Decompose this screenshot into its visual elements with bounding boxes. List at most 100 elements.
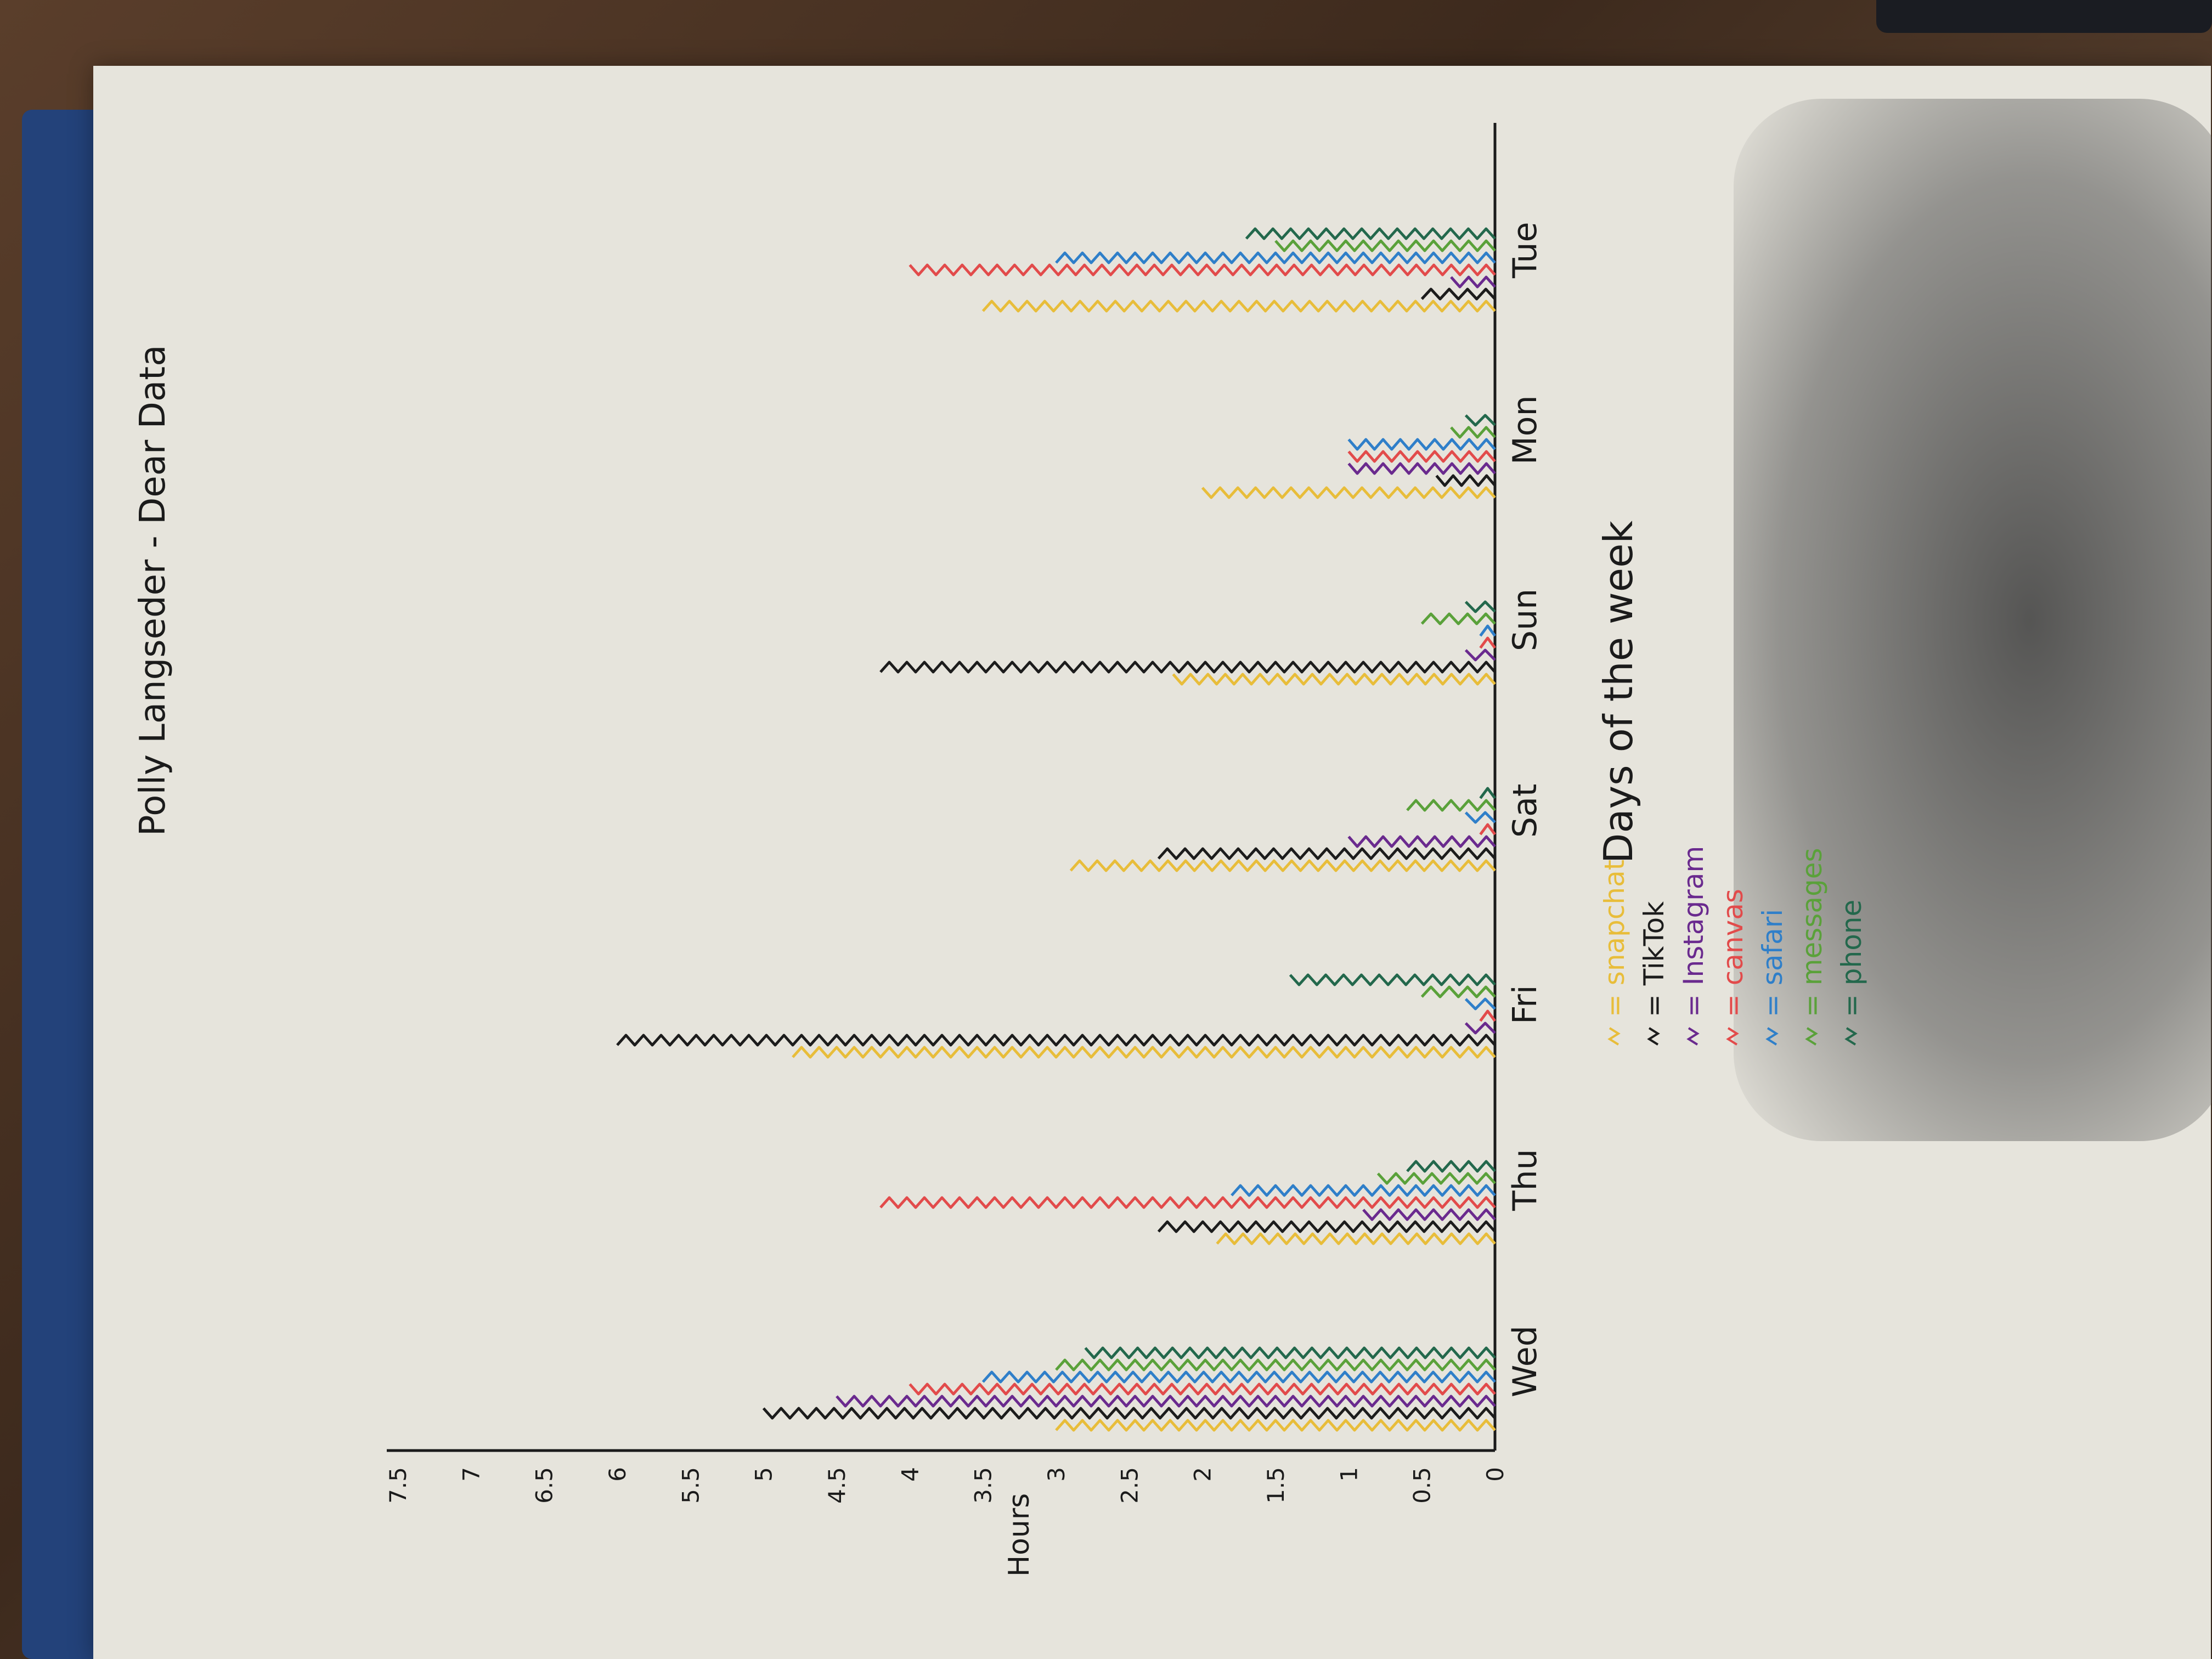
x-axis-label: Days of the week	[1595, 521, 1641, 864]
bar-instagram-sun	[1464, 648, 1496, 662]
bar-safari-sun	[1479, 624, 1497, 637]
bar-canvas-wed	[909, 1383, 1496, 1396]
y-tick-label: 7.5	[385, 1467, 411, 1504]
bar-snapchat-tue	[981, 300, 1496, 313]
y-tick-label: 0.5	[1409, 1467, 1436, 1504]
bar-phone-tue	[1245, 227, 1496, 240]
bar-tiktok-fri	[616, 1034, 1496, 1047]
legend: = snapchat = TikTok = Instagram = canvas = s…	[1599, 846, 1867, 1046]
legend-label: = canvas	[1717, 889, 1749, 1017]
bar-messages-sun	[1420, 612, 1496, 625]
legend-swatch	[1765, 1027, 1779, 1046]
bar-canvas-sat	[1479, 823, 1497, 836]
legend-item: = Instagram	[1678, 846, 1709, 1046]
bars	[616, 227, 1497, 1432]
bar-safari-wed	[981, 1370, 1496, 1384]
y-tick-label: 3.5	[970, 1467, 997, 1504]
legend-label: = phone	[1836, 900, 1867, 1017]
bar-instagram-tue	[1450, 275, 1496, 289]
bar-snapchat-sat	[1069, 859, 1496, 872]
x-tick-label: Sat	[1506, 784, 1544, 838]
x-ticks: Wed Thu Fri Sat Sun Mon Tue	[1506, 222, 1544, 1397]
y-tick-label: 1.5	[1262, 1467, 1289, 1504]
y-ticks: 0 0.5 1 1.5 2 2.5 3 3.5 4 4.5 5 5.5 6 6.5 7 7.5	[385, 1467, 1509, 1504]
legend-label: = safari	[1757, 909, 1788, 1017]
bar-phone-sat	[1479, 787, 1497, 799]
x-tick-label: Fri	[1506, 985, 1544, 1024]
bar-messages-thu	[1376, 1172, 1496, 1185]
bar-safari-mon	[1347, 438, 1496, 451]
y-tick-label: 5	[751, 1467, 777, 1482]
y-tick-label: 7	[458, 1467, 484, 1482]
x-tick-label: Tue	[1506, 222, 1544, 279]
bar-safari-sat	[1464, 811, 1496, 824]
bar-safari-fri	[1464, 997, 1496, 1011]
legend-swatch	[1844, 1027, 1858, 1046]
phone-shadow	[1734, 99, 2212, 1141]
bar-safari-thu	[1231, 1184, 1496, 1197]
bar-tiktok-sun	[879, 661, 1496, 674]
bar-instagram-fri	[1464, 1022, 1496, 1035]
y-tick-label: 2.5	[1116, 1467, 1143, 1504]
legend-label: = Instagram	[1678, 846, 1709, 1017]
bar-phone-thu	[1406, 1160, 1496, 1173]
bar-messages-tue	[1274, 239, 1496, 252]
bar-phone-fri	[1289, 973, 1496, 986]
legend-item: = TikTok	[1638, 901, 1670, 1046]
bar-tiktok-sat	[1157, 847, 1496, 860]
bar-instagram-mon	[1347, 462, 1496, 475]
bar-phone-mon	[1464, 414, 1496, 427]
y-tick-label: 4.5	[823, 1467, 850, 1504]
legend-label: = messages	[1796, 848, 1828, 1017]
y-tick-label: 0	[1482, 1467, 1509, 1482]
legend-swatch	[1726, 1027, 1739, 1046]
bar-snapchat-thu	[1216, 1232, 1496, 1245]
bar-snapchat-fri	[792, 1046, 1496, 1059]
legend-item: = snapchat	[1599, 860, 1630, 1046]
legend-item: = safari	[1757, 909, 1788, 1046]
y-tick-label: 4	[896, 1467, 923, 1482]
bar-tiktok-mon	[1435, 474, 1496, 487]
x-tick-label: Wed	[1506, 1325, 1544, 1397]
legend-swatch	[1607, 1027, 1621, 1046]
bar-messages-mon	[1450, 426, 1496, 439]
bar-canvas-fri	[1479, 1009, 1497, 1022]
legend-swatch	[1686, 1027, 1700, 1046]
x-tick-label: Thu	[1506, 1149, 1544, 1211]
bar-canvas-tue	[909, 263, 1496, 276]
bar-instagram-wed	[836, 1395, 1496, 1408]
bar-messages-wed	[1055, 1358, 1496, 1372]
y-tick-label: 6	[604, 1467, 631, 1482]
y-tick-label: 2	[1189, 1467, 1216, 1482]
bar-tiktok-wed	[762, 1407, 1496, 1420]
legend-swatch	[1805, 1027, 1818, 1046]
y-tick-label: 1	[1335, 1467, 1362, 1482]
bar-messages-fri	[1420, 985, 1496, 998]
legend-swatch	[1647, 1027, 1660, 1046]
device-edge	[1876, 0, 2212, 33]
legend-item: = phone	[1836, 900, 1867, 1046]
bar-instagram-sat	[1347, 835, 1496, 848]
bar-instagram-thu	[1362, 1208, 1496, 1221]
y-tick-label: 6.5	[531, 1467, 558, 1504]
bar-snapchat-sun	[1172, 673, 1496, 686]
bar-canvas-mon	[1347, 450, 1496, 463]
bar-snapchat-wed	[1055, 1419, 1496, 1432]
bar-canvas-thu	[879, 1196, 1496, 1209]
chart-title: Polly Langseder - Dear Data	[133, 345, 173, 836]
y-tick-label: 3	[1043, 1467, 1070, 1482]
y-tick-label: 5.5	[677, 1467, 704, 1504]
bar-snapchat-mon	[1201, 486, 1496, 499]
bar-messages-sat	[1406, 799, 1496, 812]
legend-item: = canvas	[1717, 889, 1749, 1046]
x-tick-label: Mon	[1506, 395, 1544, 465]
bar-tiktok-tue	[1420, 287, 1496, 301]
bar-phone-wed	[1084, 1346, 1496, 1359]
bar-safari-tue	[1055, 251, 1496, 264]
legend-item: = messages	[1796, 848, 1828, 1046]
legend-label: = TikTok	[1638, 901, 1670, 1017]
y-axis-label: Hours	[1003, 1493, 1036, 1577]
bar-canvas-sun	[1479, 636, 1497, 649]
bar-phone-sun	[1464, 600, 1496, 613]
